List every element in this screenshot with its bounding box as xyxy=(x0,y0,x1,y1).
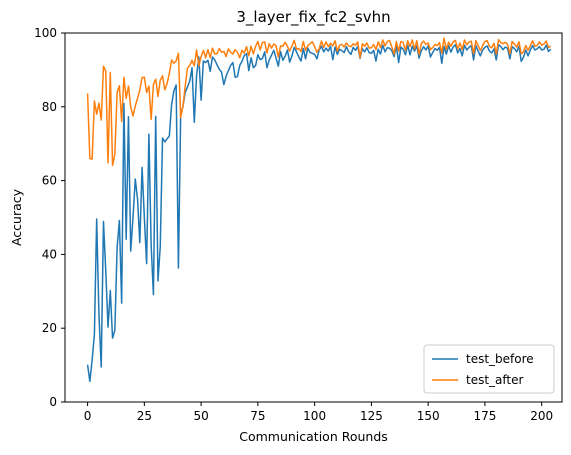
legend-label: test_after xyxy=(466,373,524,387)
legend-box xyxy=(423,344,555,394)
axis-ticks: 0 25 50 75 100 125 150 175 200 0 20 40 60 80 100 xyxy=(34,26,553,423)
x-axis-label: Communication Rounds xyxy=(239,429,388,444)
x-tick-label: 125 xyxy=(360,409,383,423)
x-tick-label: 200 xyxy=(530,409,553,423)
x-tick-label: 150 xyxy=(417,409,440,423)
x-tick-label: 25 xyxy=(137,409,152,423)
series-line-test-after xyxy=(86,37,552,167)
y-tick-label: 80 xyxy=(42,100,57,114)
y-tick-label: 20 xyxy=(42,321,57,335)
chart-title: 3_layer_fix_fc2_svhn xyxy=(236,8,390,27)
x-tick-label: 0 xyxy=(84,409,92,423)
x-tick-label: 100 xyxy=(303,409,326,423)
legend: test_before test_after xyxy=(423,344,555,394)
y-tick-label: 0 xyxy=(49,395,57,409)
y-tick-label: 40 xyxy=(42,247,57,261)
y-tick-label: 60 xyxy=(42,174,57,188)
legend-label: test_before xyxy=(466,352,534,366)
y-tick-label: 100 xyxy=(34,26,57,40)
x-tick-label: 75 xyxy=(250,409,265,423)
plot-frame xyxy=(64,32,563,403)
series-layer xyxy=(86,37,552,383)
x-tick-label: 175 xyxy=(473,409,496,423)
y-axis-label: Accuracy xyxy=(9,188,24,246)
x-tick-label: 50 xyxy=(193,409,208,423)
